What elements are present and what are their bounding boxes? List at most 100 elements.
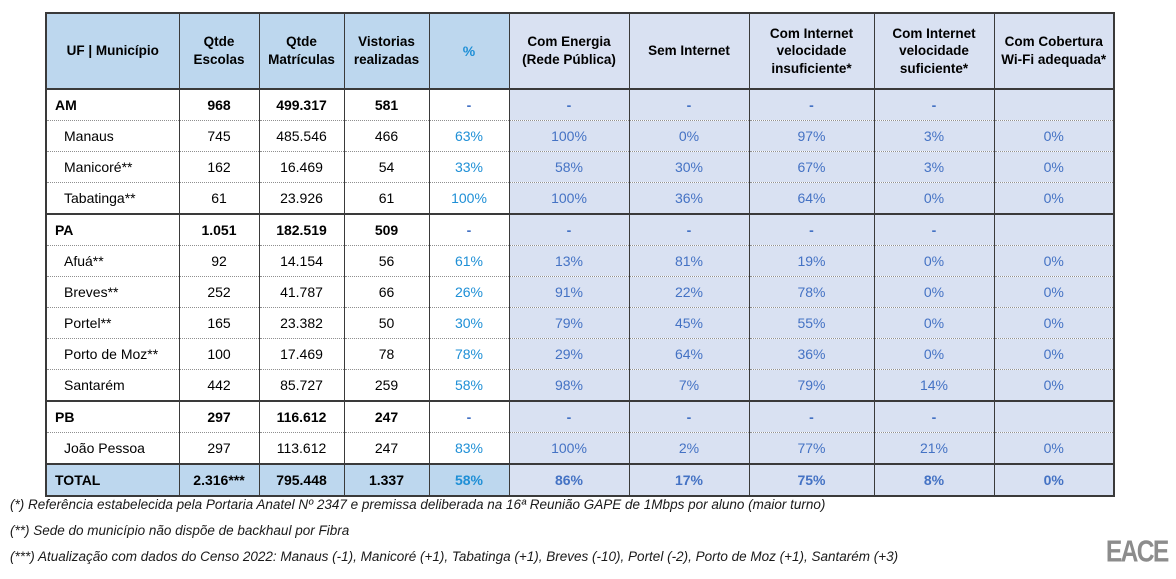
data-cell: 17% (628, 464, 750, 496)
data-cell: 30% (628, 151, 750, 183)
data-cell: 0% (993, 307, 1115, 339)
data-cell: 54 (343, 151, 430, 183)
data-cell: - (748, 89, 875, 121)
table-row: Manicoré** 162 16.469 54 33% 58% 30% 67% 3% 0% (45, 151, 1115, 183)
col-header-percent: % (428, 13, 510, 89)
data-cell: - (873, 214, 995, 246)
data-cell: 63% (428, 120, 510, 152)
data-cell: 297 (178, 401, 260, 433)
data-cell: 1.051 (178, 214, 260, 246)
data-cell: 247 (343, 401, 430, 433)
data-cell: 0% (873, 245, 995, 277)
row-label-cell: PB (45, 401, 180, 433)
row-label-cell: Portel** (45, 307, 180, 339)
data-cell: 75% (748, 464, 875, 496)
table-row: Portel** 165 23.382 50 30% 79% 45% 55% 0% 0% (45, 307, 1115, 339)
col-header-cobertura-wifi: Com Cobertura Wi-Fi adequada* (993, 13, 1115, 89)
data-cell: - (873, 401, 995, 433)
data-cell: 795.448 (258, 464, 345, 496)
data-cell: 21% (873, 432, 995, 464)
data-cell: 61 (178, 182, 260, 214)
data-cell: 81% (628, 245, 750, 277)
data-cell: 0% (993, 151, 1115, 183)
data-cell: 100 (178, 338, 260, 370)
data-cell: 16.469 (258, 151, 345, 183)
table-row: PA 1.051 182.519 509- - - - - (45, 214, 1115, 246)
vistorias-table: UF | Município Qtde Escolas Qtde Matrícu… (45, 12, 1115, 497)
data-cell: 91% (508, 276, 630, 308)
table-row: Tabatinga** 61 23.926 61 100% 100% 36% 64% 0% 0% (45, 182, 1115, 214)
data-cell: 8% (873, 464, 995, 496)
data-cell: 14% (873, 369, 995, 401)
data-cell: 23.926 (258, 182, 345, 214)
table-header-row: UF | Município Qtde Escolas Qtde Matrícu… (45, 13, 1115, 89)
data-cell: 23.382 (258, 307, 345, 339)
data-cell: 26% (428, 276, 510, 308)
row-label-cell: Afuá** (45, 245, 180, 277)
data-cell: 581 (343, 89, 430, 121)
col-header-sem-internet: Sem Internet (628, 13, 750, 89)
row-label-cell: João Pessoa (45, 432, 180, 464)
data-cell: 17.469 (258, 338, 345, 370)
row-label-cell: Manicoré** (45, 151, 180, 183)
table-row: Porto de Moz** 100 17.469 78 78% 29% 64% 36% 0% 0… (45, 338, 1115, 370)
col-header-qtde-matriculas: Qtde Matrículas (258, 13, 345, 89)
col-header-qtde-escolas: Qtde Escolas (178, 13, 260, 89)
footnotes: (*) Referência estabelecida pela Portari… (10, 497, 1060, 575)
data-cell: 64% (748, 182, 875, 214)
data-cell: - (628, 89, 750, 121)
data-cell: - (873, 89, 995, 121)
data-cell: 58% (428, 464, 510, 496)
data-cell: 1.337 (343, 464, 430, 496)
col-header-uf-municipio: UF | Município (45, 13, 180, 89)
data-cell: 78% (428, 338, 510, 370)
data-cell: 116.612 (258, 401, 345, 433)
data-cell (993, 401, 1115, 433)
data-cell: 297 (178, 432, 260, 464)
data-cell: 162 (178, 151, 260, 183)
col-header-internet-insuficiente: Com Internet velocidade insuficiente* (748, 13, 875, 89)
data-cell: - (428, 89, 510, 121)
data-cell: 100% (508, 120, 630, 152)
data-cell: 466 (343, 120, 430, 152)
data-cell: 64% (628, 338, 750, 370)
data-cell: 78% (748, 276, 875, 308)
data-cell: 3% (873, 120, 995, 152)
data-cell: 3% (873, 151, 995, 183)
data-cell: 0% (993, 369, 1115, 401)
col-header-com-energia: Com Energia (Rede Pública) (508, 13, 630, 89)
eace-logo: EACE (1106, 535, 1169, 569)
data-cell: 79% (508, 307, 630, 339)
footnote-2: (**) Sede do município não dispõe de bac… (10, 523, 350, 538)
data-cell: 45% (628, 307, 750, 339)
data-cell: 58% (428, 369, 510, 401)
row-label-cell: Tabatinga** (45, 182, 180, 214)
table-row: Afuá** 92 14.154 56 61% 13% 81% 19% 0% 0% (45, 245, 1115, 277)
data-cell: 182.519 (258, 214, 345, 246)
data-cell: 14.154 (258, 245, 345, 277)
data-cell: 0% (993, 276, 1115, 308)
row-label-cell: Porto de Moz** (45, 338, 180, 370)
data-cell: 61 (343, 182, 430, 214)
data-cell: - (628, 214, 750, 246)
data-cell: 77% (748, 432, 875, 464)
data-cell: 442 (178, 369, 260, 401)
data-cell: - (748, 401, 875, 433)
data-cell: 56 (343, 245, 430, 277)
data-cell: 83% (428, 432, 510, 464)
data-cell: - (628, 401, 750, 433)
data-cell: 78 (343, 338, 430, 370)
data-cell: 67% (748, 151, 875, 183)
table-row: Santarém 442 85.727 259 58% 98% 7% 79% 14% 0% (45, 369, 1115, 401)
data-cell: 29% (508, 338, 630, 370)
data-cell: 745 (178, 120, 260, 152)
data-cell: 97% (748, 120, 875, 152)
row-label-cell: Breves** (45, 276, 180, 308)
data-cell: 13% (508, 245, 630, 277)
col-header-vistorias-realizadas: Vistorias realizadas (343, 13, 430, 89)
data-cell: 0% (873, 338, 995, 370)
data-cell: 0% (993, 182, 1115, 214)
data-cell (993, 214, 1115, 246)
data-cell: 499.317 (258, 89, 345, 121)
